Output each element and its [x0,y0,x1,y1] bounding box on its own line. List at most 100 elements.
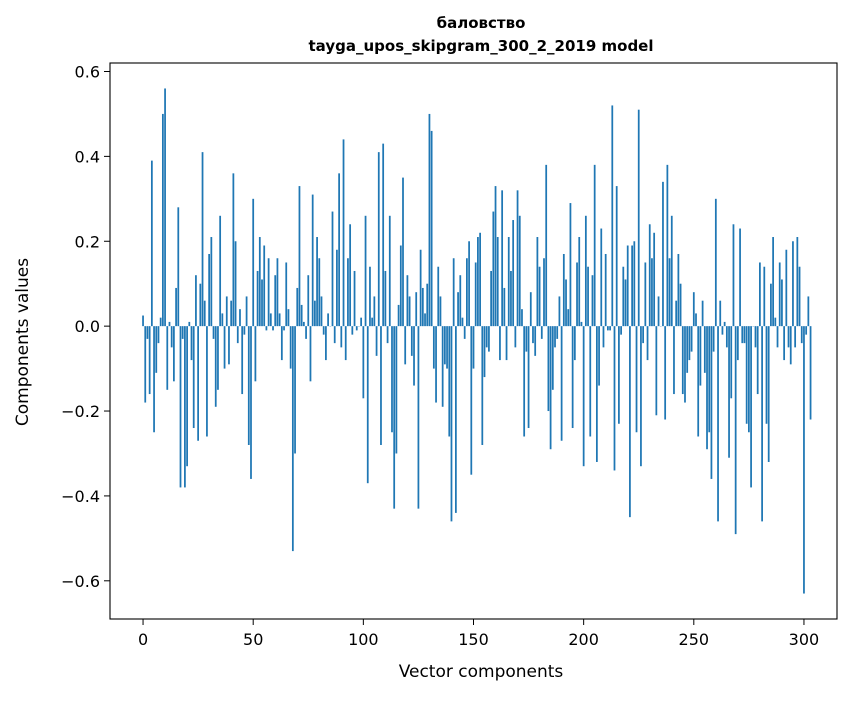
y-tick-label: 0.6 [75,62,100,81]
bar [592,275,594,326]
bar [755,326,757,347]
bar [204,301,206,326]
bar [259,237,261,326]
bar [338,173,340,326]
bar [785,250,787,326]
bar [682,326,684,394]
bar [550,326,552,449]
bar [208,254,210,326]
bar [193,326,195,428]
bar [301,305,303,326]
bar [426,284,428,326]
bar [768,326,770,462]
bar [684,326,686,402]
bar [492,212,494,327]
bar [294,326,296,453]
bar [737,326,739,360]
bar [521,309,523,326]
bar [440,296,442,326]
bar [321,296,323,326]
bar [228,326,230,364]
bar [459,275,461,326]
bar [444,326,446,364]
bar [385,271,387,326]
bar [691,326,693,351]
bar [715,199,717,326]
bar [376,326,378,356]
bar [589,326,591,436]
bar [693,292,695,326]
bar [224,326,226,368]
chart-subtitle: tayga_upos_skipgram_300_2_2019 model [309,37,654,55]
bar [561,326,563,441]
bar [290,326,292,368]
bar [653,233,655,326]
bar [638,110,640,326]
bar [528,326,530,428]
bar [625,279,627,326]
bar [746,326,748,424]
y-tick-label: 0.2 [75,232,100,251]
bar [169,322,171,326]
bar [585,216,587,326]
bar [323,326,325,334]
bar [574,326,576,360]
bar [689,326,691,360]
x-tick-label: 100 [348,630,379,649]
bar [418,326,420,509]
bar [362,326,364,398]
bar [552,326,554,390]
bar [365,216,367,326]
bar [217,326,219,390]
bar [464,326,466,339]
bar [763,267,765,326]
bar [373,296,375,326]
bar [662,182,664,326]
bar [402,178,404,327]
bar [704,326,706,373]
bar [340,326,342,347]
bar [173,326,175,381]
bar [735,326,737,534]
bar [442,326,444,407]
bar [336,250,338,326]
bar [581,322,583,326]
x-tick-label: 150 [458,630,489,649]
bar [195,275,197,326]
bar [285,262,287,326]
chart-title: баловство [437,14,526,32]
bar [572,326,574,428]
bar [570,203,572,326]
bar [219,216,221,326]
bar [726,326,728,347]
bar [796,237,798,326]
bar [702,301,704,326]
bar [424,313,426,326]
bar [235,241,237,326]
bar [448,326,450,436]
bar [371,318,373,326]
bar [603,326,605,347]
bar [466,258,468,326]
bar [210,237,212,326]
bar [477,237,479,326]
bar [184,326,186,487]
bar [607,326,609,330]
bar [794,326,796,347]
bar [296,288,298,326]
bar [274,275,276,326]
bar [433,326,435,368]
bar [490,271,492,326]
bar [180,326,182,487]
bar [658,296,660,326]
bar [642,326,644,343]
bar [367,326,369,483]
bar [733,224,735,326]
bar [803,326,805,593]
bar [722,326,724,334]
bar [147,326,149,339]
bar [537,237,539,326]
bar [177,207,179,326]
bar [799,267,801,326]
